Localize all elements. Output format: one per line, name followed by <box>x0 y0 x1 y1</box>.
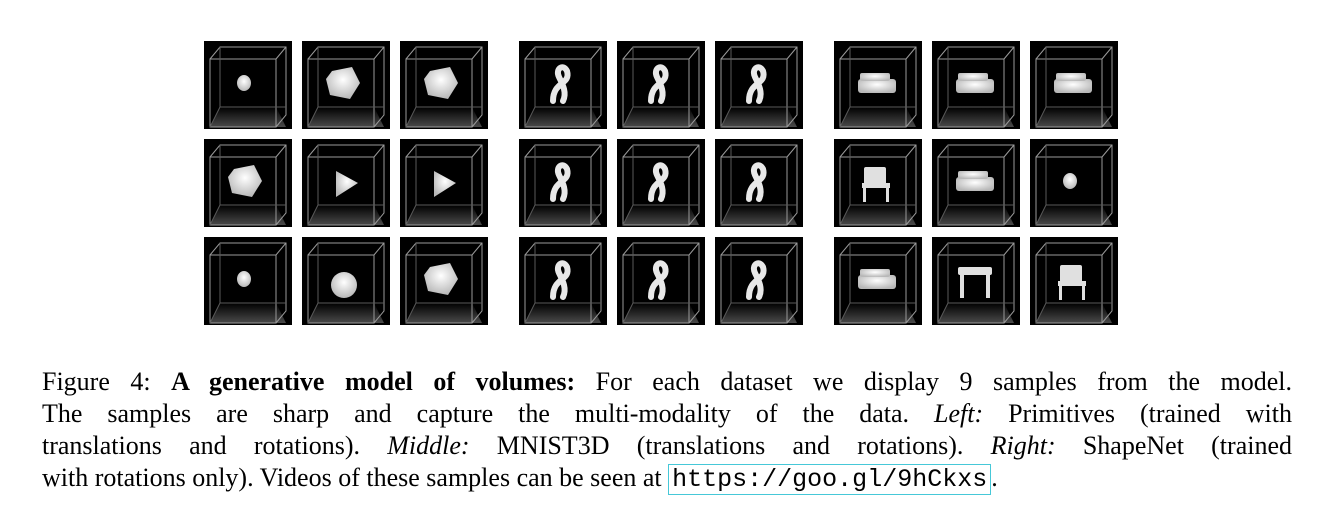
sample-render <box>1035 46 1113 128</box>
sample-render <box>209 46 287 128</box>
sample-tile-digit <box>617 237 705 325</box>
sample-tile-sofa <box>834 237 922 325</box>
caption-period: . <box>991 463 998 492</box>
sample-tile-cube <box>400 41 488 129</box>
sample-render <box>405 144 483 226</box>
caption-text: ShapeNet (trained <box>1082 431 1292 460</box>
sample-tile-sofa <box>834 41 922 129</box>
sample-tile-digit <box>519 237 607 325</box>
sample-render <box>405 242 483 324</box>
sample-tile-sofa <box>1030 41 1118 129</box>
sample-tile-sofa <box>932 41 1020 129</box>
caption-line-1: Figure 4: A generative model of volumes:… <box>42 366 1292 398</box>
sample-tile-digit <box>715 41 803 129</box>
figure-caption: Figure 4: A generative model of volumes:… <box>42 366 1292 496</box>
sample-tile-sofa <box>932 139 1020 227</box>
sample-render <box>937 46 1015 128</box>
sample-render <box>720 242 798 324</box>
sample-tile-chair <box>834 139 922 227</box>
caption-text: translations and rotations). <box>42 431 361 460</box>
sample-render <box>524 144 602 226</box>
sample-render <box>524 242 602 324</box>
sample-tile-table <box>932 237 1020 325</box>
sample-render <box>720 144 798 226</box>
sample-tile-digit <box>519 139 607 227</box>
sample-tile-chair <box>1030 237 1118 325</box>
caption-line-3: translations and rotations). Middle: MNI… <box>42 430 1292 462</box>
caption-text: MNIST3D (translations and rotations). <box>496 431 964 460</box>
sample-render <box>307 144 385 226</box>
sample-tile-blob <box>1030 139 1118 227</box>
sample-render <box>307 46 385 128</box>
caption-text: For each dataset we display 9 samples fr… <box>595 367 1293 396</box>
sample-tile-sphere <box>302 237 390 325</box>
sample-tile-blob <box>204 237 292 325</box>
sample-render <box>937 144 1015 226</box>
sample-render <box>622 242 700 324</box>
caption-middle-label: Middle: <box>387 431 470 460</box>
sample-render <box>524 46 602 128</box>
sample-render <box>307 242 385 324</box>
caption-left-label: Left: <box>934 399 984 428</box>
sample-tile-digit <box>617 41 705 129</box>
panel-middle-mnist3d <box>519 41 803 325</box>
caption-text: Primitives (trained with <box>1008 399 1293 428</box>
sample-tile-digit <box>617 139 705 227</box>
sample-render <box>720 46 798 128</box>
sample-tile-cube <box>400 237 488 325</box>
sample-render <box>839 144 917 226</box>
sample-render <box>839 46 917 128</box>
video-link[interactable]: https://goo.gl/9hCkxs <box>668 464 992 495</box>
sample-tile-triangle <box>400 139 488 227</box>
sample-render <box>622 46 700 128</box>
sample-tile-blob <box>204 41 292 129</box>
caption-line-2: The samples are sharp and capture the mu… <box>42 398 1292 430</box>
sample-render <box>1035 242 1113 324</box>
sample-tile-digit <box>715 237 803 325</box>
sample-tile-digit <box>519 41 607 129</box>
sample-tile-cube <box>302 41 390 129</box>
caption-line-4: with rotations only). Videos of these sa… <box>42 462 1292 496</box>
sample-render <box>622 144 700 226</box>
caption-bold-title: A generative model of volumes: <box>171 367 576 396</box>
panel-right-shapenet <box>834 41 1118 325</box>
sample-tile-triangle <box>302 139 390 227</box>
sample-render <box>839 242 917 324</box>
panel-left-primitives <box>204 41 488 325</box>
sample-tile-cube <box>204 139 292 227</box>
caption-right-label: Right: <box>990 431 1056 460</box>
sample-render <box>209 144 287 226</box>
caption-text: with rotations only). Videos of these sa… <box>42 463 662 492</box>
sample-render <box>209 242 287 324</box>
caption-text: The samples are sharp and capture the mu… <box>42 399 910 428</box>
caption-lead: Figure 4: <box>42 367 151 396</box>
sample-render <box>1035 144 1113 226</box>
sample-render <box>405 46 483 128</box>
sample-tile-digit <box>715 139 803 227</box>
sample-render <box>937 242 1015 324</box>
